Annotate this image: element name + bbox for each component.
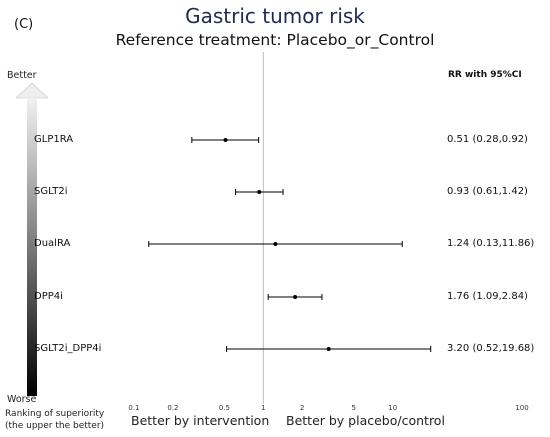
point-estimate-dpp4i: [293, 295, 298, 299]
point-estimate-sglt2i: [257, 190, 262, 194]
x-tick-label: 1: [261, 404, 265, 412]
point-estimate-dualra: [273, 242, 278, 246]
x-tick-label: 2: [300, 404, 304, 412]
panel-label: (C): [14, 17, 34, 32]
x-tick-label: 0.2: [167, 404, 178, 412]
ranking-worse-label: Worse: [7, 394, 37, 405]
x-tick-label: 5: [351, 404, 355, 412]
x-tick-label: 0.1: [128, 404, 139, 412]
rr-column-header: RR with 95%CI: [448, 70, 522, 80]
ranking-arrow-shaft: [27, 98, 37, 396]
x-axis-ticks: 0.1 0.2 0.5 1 2 5 10 100: [128, 404, 528, 412]
rr-value-sglt2i-dpp4i: 3.20 (0.52,19.68): [447, 343, 535, 354]
x-tick-label: 100: [515, 404, 528, 412]
treatment-label-dpp4i: DPP4i: [34, 291, 63, 302]
footer-better-by-placebo: Better by placebo/control: [286, 413, 445, 428]
ranking-better-label: Better: [7, 70, 37, 81]
treatment-label-sglt2i-dpp4i: SGLT2i_DPP4i: [34, 343, 102, 354]
chart-title: Gastric tumor risk: [185, 4, 365, 28]
point-estimate-sglt2i-dpp4i: [326, 347, 331, 351]
x-tick-label: 0.5: [219, 404, 230, 412]
forest-marks: [148, 137, 432, 352]
ranking-caption-line2: (the upper the better): [5, 421, 105, 431]
treatment-label-sglt2i: SGLT2i: [34, 186, 68, 197]
rr-value-dpp4i: 1.76 (1.09,2.84): [447, 291, 528, 302]
chart-subtitle: Reference treatment: Placebo_or_Control: [115, 31, 435, 49]
point-estimate-glp1ra: [223, 138, 228, 142]
rr-value-dualra: 1.24 (0.13,11.86): [447, 238, 535, 249]
footer-better-by-intervention: Better by intervention: [131, 413, 270, 428]
rr-value-glp1ra: 0.51 (0.28,0.92): [447, 134, 528, 145]
treatment-label-glp1ra: GLP1RA: [34, 134, 74, 145]
x-tick-label: 10: [388, 404, 397, 412]
treatment-label-dualra: DualRA: [34, 238, 71, 249]
rr-value-sglt2i: 0.93 (0.61,1.42): [447, 186, 528, 197]
ranking-arrow-head: [15, 82, 49, 99]
ranking-caption-line1: Ranking of superiority: [5, 409, 105, 419]
